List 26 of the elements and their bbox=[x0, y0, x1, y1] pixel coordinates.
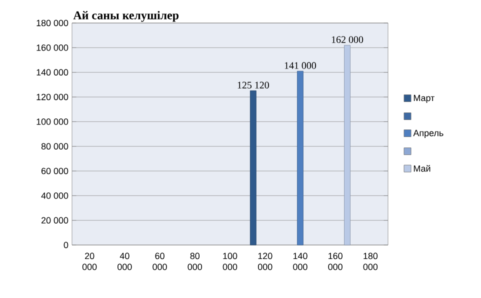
y-tick-label: 40 000 bbox=[41, 192, 68, 199]
legend-label: Апрель bbox=[413, 130, 444, 138]
y-tick-label: 120 000 bbox=[36, 94, 68, 100]
y-tick-label: 140 000 bbox=[36, 69, 68, 76]
legend-label: Март bbox=[414, 94, 435, 103]
x-tick-label: 120 000 bbox=[258, 252, 272, 270]
data-label: 141 000 bbox=[284, 62, 316, 69]
x-tick-label: 40 000 bbox=[118, 252, 132, 270]
legend-label: Май bbox=[414, 164, 430, 172]
x-tick-label: 20 000 bbox=[82, 252, 97, 270]
x-tick-label: 180 000 bbox=[363, 252, 378, 270]
data-label: 162 000 bbox=[332, 36, 364, 43]
y-tick-label: 160 000 bbox=[36, 44, 68, 51]
x-tick-label: 140 000 bbox=[293, 252, 308, 270]
chart-title: Ай саны келушілер bbox=[73, 10, 179, 22]
y-tick-label: 20 000 bbox=[42, 217, 68, 224]
x-tick-label: 80 000 bbox=[188, 252, 202, 270]
x-tick-label: 160 000 bbox=[328, 252, 342, 270]
y-tick-label: 100 000 bbox=[36, 118, 68, 125]
data-label: 125 120 bbox=[238, 82, 269, 88]
y-tick-label: 180 000 bbox=[36, 20, 68, 26]
y-tick-label: 80 000 bbox=[41, 143, 68, 150]
x-tick-label: 60 000 bbox=[152, 252, 167, 270]
y-tick-label: 60 000 bbox=[42, 168, 68, 174]
x-tick-label: 100 000 bbox=[222, 252, 238, 270]
y-tick-label: 0 bbox=[64, 242, 68, 248]
